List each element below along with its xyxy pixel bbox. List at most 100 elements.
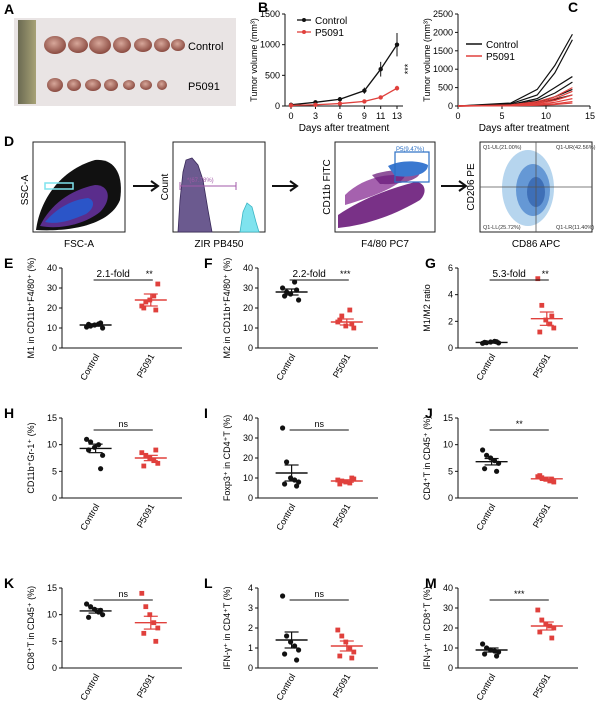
y-tick-label: 40 [243,413,253,423]
panel-letter-j: J [425,405,433,421]
data-point-p5091 [543,621,549,627]
x-tick-label: P5091 [135,672,157,700]
y-tick-label: 1500 [433,46,453,56]
fold-change-label: 2.2-fold [293,269,326,280]
y-tick-label: 0 [448,101,453,111]
y-tick-label: 2 [248,623,253,633]
data-point-control [84,601,90,607]
tumor-row-control [44,36,185,54]
x-tick-label: P5091 [331,672,353,700]
arrow-2-icon [272,180,299,192]
panel-letter-a: A [4,1,14,17]
data-point-p5091 [141,305,147,311]
panel-letter-f: F [204,255,213,271]
fold-change-label: 5.3-fold [493,269,526,280]
panel-d: D SSC-A FSC-A *(67.78%) Count ZIR PB450 [4,133,596,250]
fold-change-label: 2.1-fold [97,269,130,280]
x-tick-label: Control [78,672,101,702]
y-tick-label: 3 [248,603,253,613]
data-point-p5091 [551,625,557,631]
data-point-p5091 [539,302,545,308]
data-point-control [294,657,300,663]
y-tick-label: 10 [243,473,253,483]
data-point-control [296,647,302,653]
y-tick-label: 10 [47,610,57,620]
data-point-p5091 [153,307,159,313]
panel-k: K 0 5 10 15 CD8⁺T in CD45⁺ (%) Control P5091 ns [4,575,182,702]
flow4-q-ll: Q1-LL(25.72%) [483,225,521,231]
data-point-control [284,633,290,639]
y-tick-label: 0 [448,493,453,503]
ruler-image [18,20,36,104]
flow-plot-4: Q1-UL(21.00%) Q1-UR(42.56%) Q1-LL(25.72%… [466,141,596,250]
legend-label: Control [486,40,518,51]
y-tick-label: 0 [448,663,453,673]
data-point-p5091 [153,447,159,453]
data-point [337,97,343,102]
data-point-p5091 [343,639,349,645]
flow4-q-ul: Q1-UL(21.00%) [483,145,522,151]
significance-label: ns [118,419,128,429]
data-point-control [296,297,302,303]
data-point-p5091 [349,475,355,481]
flow4-ylabel: CD206 PE [466,163,477,211]
panel-letter-c: C [568,0,578,15]
y-tick-label: 5 [52,466,57,476]
x-tick-label: 6 [337,111,342,121]
data-point-p5091 [549,313,555,319]
y-tick-label: 10 [443,440,453,450]
data-point-control [88,604,94,610]
data-point-control [88,439,94,445]
data-point-p5091 [349,321,355,327]
flow4-xlabel: CD86 APC [512,239,560,250]
data-point-p5091 [155,281,161,287]
y-tick-label: 1000 [260,40,280,50]
y-tick-label: 0 [275,101,280,111]
panel-e: E 0 10 20 30 40 M1 in CD11b⁺F4/80⁺ (%) Control P… [4,255,182,382]
data-point-p5091 [535,607,541,613]
x-tick-label: Control [274,672,297,702]
data-point-p5091 [537,473,543,478]
data-point-p5091 [339,313,345,319]
y-tick-label: 0 [248,663,253,673]
flow3-gate-label: P5(9.47%) [396,147,424,153]
panel-j: J 0 5 10 15 CD4⁺T in CD45⁺ (%) Control P5091 ** [422,405,578,532]
data-point-control [494,468,500,474]
data-point-p5091 [347,307,353,313]
panel-letter-m: M [425,575,437,591]
data-point-control [86,614,92,620]
data-point-control [482,466,488,472]
data-point-control [292,279,298,285]
individual-tumor-line [457,102,573,107]
data-point-p5091 [351,325,357,331]
data-point-control [280,593,286,599]
data-point-control [494,653,500,659]
data-point [362,99,367,104]
x-tick-label: P5091 [531,502,553,530]
x-axis-label: Days after treatment [299,123,390,134]
y-axis-label: CD8⁺T in CD45⁺ (%) [26,586,36,670]
data-point-control [282,651,288,657]
flow3-xlabel: F4/80 PC7 [361,239,409,250]
data-point-control [280,425,286,431]
x-tick-label: Control [78,352,101,382]
data-point [313,102,318,107]
series-line-0 [290,44,398,106]
x-tick-label: Control [474,672,497,702]
y-tick-label: 0 [52,343,57,353]
significance-label: *** [340,269,351,279]
y-tick-label: 30 [443,603,453,613]
data-point-control [284,459,290,465]
individual-tumor-line [457,76,573,107]
y-tick-label: 10 [47,440,57,450]
flow-plot-3: P5(9.47%) CD11b FITC F4/80 PC7 [322,141,436,250]
data-point-control [482,651,488,657]
data-point-p5091 [343,323,349,329]
panel-letter-b: B [258,0,268,15]
y-tick-label: 40 [47,263,57,273]
x-tick-label: P5091 [531,672,553,700]
x-tick-label: 9 [362,111,367,121]
tumor-row-p5091 [47,78,167,92]
flow2-xlabel: ZIR PB450 [195,239,244,250]
